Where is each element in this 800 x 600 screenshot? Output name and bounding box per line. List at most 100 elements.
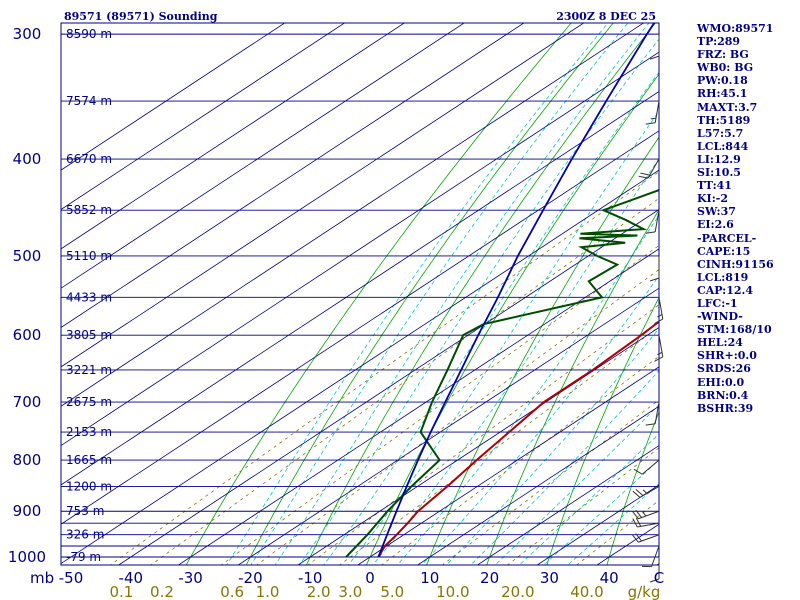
- index-item: LCL:819: [697, 270, 749, 284]
- chart-grid: [61, 23, 659, 565]
- height-label: -79 m: [66, 550, 101, 564]
- moist-adiabat: [518, 433, 659, 565]
- pressure-tick-label: 300: [13, 25, 42, 43]
- wind-barb: [633, 459, 660, 475]
- wind-barb: [649, 557, 660, 583]
- mixing-ratio-line: [220, 244, 659, 565]
- wind-barb-feather: [635, 488, 644, 497]
- wind-barb-feather: [654, 318, 664, 324]
- isotherm: [61, 90, 659, 486]
- height-label: 326 m: [66, 528, 104, 542]
- index-item: LFC:-1: [697, 296, 738, 310]
- wind-barb-feather: [645, 231, 656, 234]
- height-label: 7574 m: [66, 94, 112, 108]
- mixing-ratio-line: [109, 171, 659, 565]
- index-item: SW:37: [697, 205, 736, 219]
- wind-barb-staff: [647, 158, 660, 179]
- mixing-ratio-label: 2.0: [307, 583, 331, 600]
- wind-barb-staff: [654, 402, 660, 424]
- parcel-profile: [377, 23, 656, 558]
- isotherms: [61, 23, 659, 565]
- dry-adiabat: [426, 136, 659, 565]
- pressure-tick-label: 700: [13, 393, 42, 411]
- index-item: EHI:0.0: [697, 375, 745, 389]
- wind-barb: [654, 297, 664, 324]
- index-item: L57:5.7: [697, 126, 744, 140]
- wind-barb-feather: [649, 578, 660, 583]
- wind-barb-staff: [658, 335, 664, 357]
- height-label: 2675 m: [66, 395, 112, 409]
- mixing-ratio-line: [506, 447, 659, 565]
- temperature-tick-label: -50: [59, 569, 84, 587]
- isotherm: [61, 23, 585, 368]
- moist-adiabat: [250, 23, 629, 565]
- isotherm: [357, 366, 659, 565]
- pressure-unit-label: mb: [30, 569, 54, 587]
- pressure-tick-label: 900: [13, 502, 42, 520]
- index-item: LI:12.9: [697, 152, 741, 166]
- index-item: TP:289: [697, 35, 741, 49]
- wind-barb-staff: [658, 297, 664, 320]
- mixing-ratio-line: [441, 399, 659, 565]
- height-label: 3805 m: [66, 328, 112, 342]
- wind-barb: [645, 402, 660, 426]
- index-item: SHR+:0.0: [697, 349, 757, 363]
- isotherm: [61, 169, 659, 565]
- wind-barb: [632, 509, 660, 520]
- index-item: -PARCEL-: [697, 231, 757, 245]
- wind-barb-staff: [654, 210, 660, 232]
- index-item: TH:5189: [697, 113, 751, 127]
- temperature-tick-label: -40: [119, 569, 144, 587]
- moist-adiabat: [421, 274, 659, 565]
- wind-barb: [632, 485, 660, 498]
- moist-adiabat: [274, 23, 650, 565]
- wind-barb-staff: [641, 459, 660, 475]
- index-item: -WIND-: [697, 310, 743, 324]
- pressure-tick-label: 500: [13, 247, 42, 265]
- height-label: 3221 m: [66, 363, 112, 377]
- wind-barb: [638, 158, 660, 179]
- moist-adiabat: [298, 38, 659, 565]
- temperature-tick-label: 20: [480, 569, 499, 587]
- valid-time: 2300Z 8 DEC 25: [556, 10, 656, 23]
- height-label: 6670 m: [66, 152, 112, 166]
- wind-barb-staff: [654, 100, 660, 123]
- moist-adiabat: [372, 157, 659, 565]
- height-label: 2153 m: [66, 425, 112, 439]
- temperature-profile: [377, 320, 659, 558]
- wind-barb: [649, 34, 660, 60]
- mixing-ratio-label: 0.1: [109, 583, 133, 600]
- mixing-ratio-label: 40.0: [570, 583, 603, 600]
- height-label: 4433 m: [66, 290, 112, 304]
- wind-barb-feather: [645, 423, 656, 426]
- wind-barb-staff: [638, 534, 660, 543]
- wind-barb-feather: [635, 517, 642, 527]
- height-label: 1200 m: [66, 479, 112, 493]
- height-label: 8590 m: [66, 27, 112, 41]
- pressure-tick-label: 400: [13, 150, 42, 168]
- isotherm: [61, 51, 659, 447]
- plot-frame: [60, 22, 660, 566]
- mixing-ratio-line: [150, 197, 659, 565]
- temperature-unit-label: C: [654, 569, 664, 587]
- temperature-tick-label: 40: [600, 569, 619, 587]
- index-item: CAP:12.4: [697, 283, 754, 297]
- temperature-tick-label: 0: [365, 569, 375, 587]
- wind-barb-feather: [654, 356, 664, 362]
- isotherm: [61, 130, 659, 525]
- wind-barb-feather: [633, 468, 643, 475]
- height-label: 5852 m: [66, 203, 112, 217]
- dry-adiabat: [606, 410, 659, 565]
- station-title: 89571 (89571) Sounding: [64, 10, 218, 23]
- wind-barb-half-feather: [657, 314, 663, 318]
- wind-barb-feather: [632, 518, 638, 528]
- index-item: MAXT:3.7: [697, 100, 758, 114]
- wind-barb-feather: [632, 534, 639, 543]
- wind-barb-feather: [649, 55, 660, 60]
- wind-barb-feather: [632, 490, 641, 498]
- moist-adiabat: [323, 71, 659, 565]
- dry-adiabat: [546, 296, 659, 565]
- dry-adiabat: [245, 23, 614, 565]
- moist-adiabat: [226, 23, 609, 565]
